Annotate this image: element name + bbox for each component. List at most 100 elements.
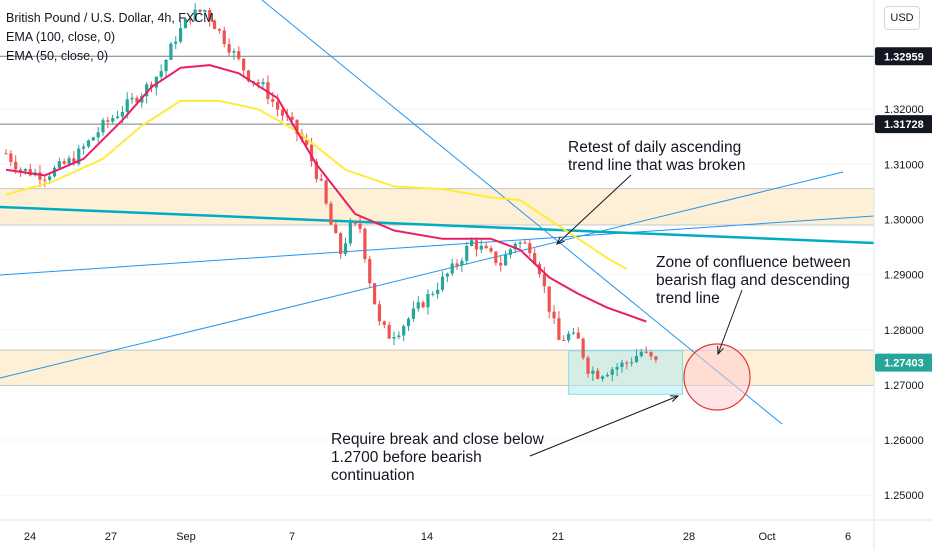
- candle-body[interactable]: [222, 30, 226, 45]
- candle-body[interactable]: [28, 169, 32, 176]
- candle-body[interactable]: [115, 116, 120, 119]
- ema100-line[interactable]: [5, 99, 628, 270]
- candle-body[interactable]: [343, 243, 348, 254]
- candle-body[interactable]: [14, 161, 18, 170]
- candle-body[interactable]: [266, 82, 270, 100]
- candle-body[interactable]: [208, 10, 212, 21]
- price-badge[interactable]: [875, 47, 932, 66]
- candle-body[interactable]: [523, 242, 527, 244]
- candle-body[interactable]: [610, 369, 614, 375]
- candle-body[interactable]: [649, 352, 653, 357]
- candle-body[interactable]: [48, 176, 52, 180]
- candle-body[interactable]: [212, 20, 217, 30]
- candle-body[interactable]: [625, 362, 629, 364]
- candle-body[interactable]: [9, 153, 13, 162]
- candle-body[interactable]: [314, 161, 318, 179]
- candle-body[interactable]: [416, 302, 420, 309]
- candle-body[interactable]: [130, 97, 134, 100]
- candle-body[interactable]: [324, 180, 328, 204]
- candle-body[interactable]: [470, 240, 474, 246]
- candle-body[interactable]: [203, 10, 207, 12]
- candle-body[interactable]: [276, 101, 280, 110]
- candle-body[interactable]: [159, 71, 163, 77]
- candle-body[interactable]: [440, 276, 445, 290]
- candle-body[interactable]: [125, 99, 129, 112]
- candle-body[interactable]: [62, 161, 66, 164]
- price-badge[interactable]: [875, 115, 932, 134]
- candle-body[interactable]: [402, 326, 406, 336]
- candle-body[interactable]: [188, 18, 192, 21]
- candle-body[interactable]: [57, 161, 61, 168]
- candle-body[interactable]: [406, 318, 411, 327]
- candle-body[interactable]: [596, 370, 600, 379]
- currency-button[interactable]: USD: [884, 6, 920, 30]
- candle-body[interactable]: [164, 59, 168, 72]
- candle-body[interactable]: [300, 133, 304, 140]
- candle-body[interactable]: [513, 243, 517, 250]
- candle-body[interactable]: [377, 304, 382, 322]
- candle-body[interactable]: [484, 245, 488, 249]
- candle-body[interactable]: [654, 356, 658, 360]
- candle-body[interactable]: [620, 362, 624, 368]
- candle-body[interactable]: [4, 153, 8, 155]
- ema100-legend[interactable]: EMA (100, close, 0): [6, 30, 116, 44]
- candle-body[interactable]: [542, 274, 546, 287]
- candle-body[interactable]: [436, 289, 440, 294]
- candle-body[interactable]: [363, 228, 367, 259]
- candle-body[interactable]: [576, 332, 580, 339]
- candle-body[interactable]: [329, 203, 333, 225]
- candle-body[interactable]: [586, 357, 590, 374]
- candle-body[interactable]: [644, 351, 648, 353]
- candle-body[interactable]: [465, 245, 469, 261]
- candle-body[interactable]: [271, 99, 275, 102]
- candle-body[interactable]: [600, 376, 605, 379]
- candle-body[interactable]: [96, 132, 100, 138]
- candle-body[interactable]: [431, 293, 435, 295]
- candle-body[interactable]: [411, 308, 415, 319]
- ascending-trendline-daily[interactable]: [0, 171, 844, 379]
- candle-body[interactable]: [552, 311, 556, 319]
- candle-body[interactable]: [567, 333, 571, 341]
- candle-body[interactable]: [183, 18, 188, 29]
- symbol-title[interactable]: British Pound / U.S. Dollar, 4h, FXCM: [6, 11, 214, 25]
- candle-body[interactable]: [193, 9, 197, 21]
- candle-body[interactable]: [237, 51, 241, 59]
- candle-body[interactable]: [348, 222, 352, 244]
- candle-body[interactable]: [339, 233, 343, 254]
- candle-body[interactable]: [38, 172, 42, 180]
- candle-body[interactable]: [562, 339, 566, 341]
- price-badge[interactable]: [875, 353, 932, 372]
- candle-body[interactable]: [145, 84, 149, 97]
- ema50-legend[interactable]: EMA (50, close, 0): [6, 49, 109, 63]
- candle-body[interactable]: [508, 249, 512, 255]
- candle-body[interactable]: [242, 58, 246, 71]
- candle-body[interactable]: [421, 302, 425, 308]
- candle-body[interactable]: [489, 248, 493, 252]
- candle-body[interactable]: [18, 169, 23, 171]
- candle-body[interactable]: [232, 51, 236, 53]
- candle-body[interactable]: [605, 374, 609, 377]
- price-axis[interactable]: [874, 0, 932, 520]
- candle-body[interactable]: [91, 137, 95, 141]
- candle-body[interactable]: [528, 243, 532, 254]
- candle-body[interactable]: [23, 169, 27, 171]
- candle-body[interactable]: [246, 70, 251, 82]
- candle-body[interactable]: [295, 119, 299, 134]
- candle-body[interactable]: [82, 146, 86, 149]
- candle-body[interactable]: [256, 82, 260, 85]
- target-circle[interactable]: [683, 343, 751, 411]
- candle-body[interactable]: [518, 242, 522, 244]
- candle-body[interactable]: [174, 41, 178, 44]
- candle-body[interactable]: [72, 158, 76, 164]
- candle-body[interactable]: [77, 148, 81, 164]
- candle-body[interactable]: [479, 245, 483, 250]
- candle-body[interactable]: [227, 44, 231, 53]
- candle-body[interactable]: [557, 318, 561, 340]
- candle-body[interactable]: [101, 120, 105, 133]
- candle-body[interactable]: [198, 9, 202, 12]
- candle-body[interactable]: [334, 224, 338, 234]
- candle-body[interactable]: [261, 82, 265, 85]
- candle-body[interactable]: [358, 223, 362, 229]
- candle-body[interactable]: [373, 283, 377, 305]
